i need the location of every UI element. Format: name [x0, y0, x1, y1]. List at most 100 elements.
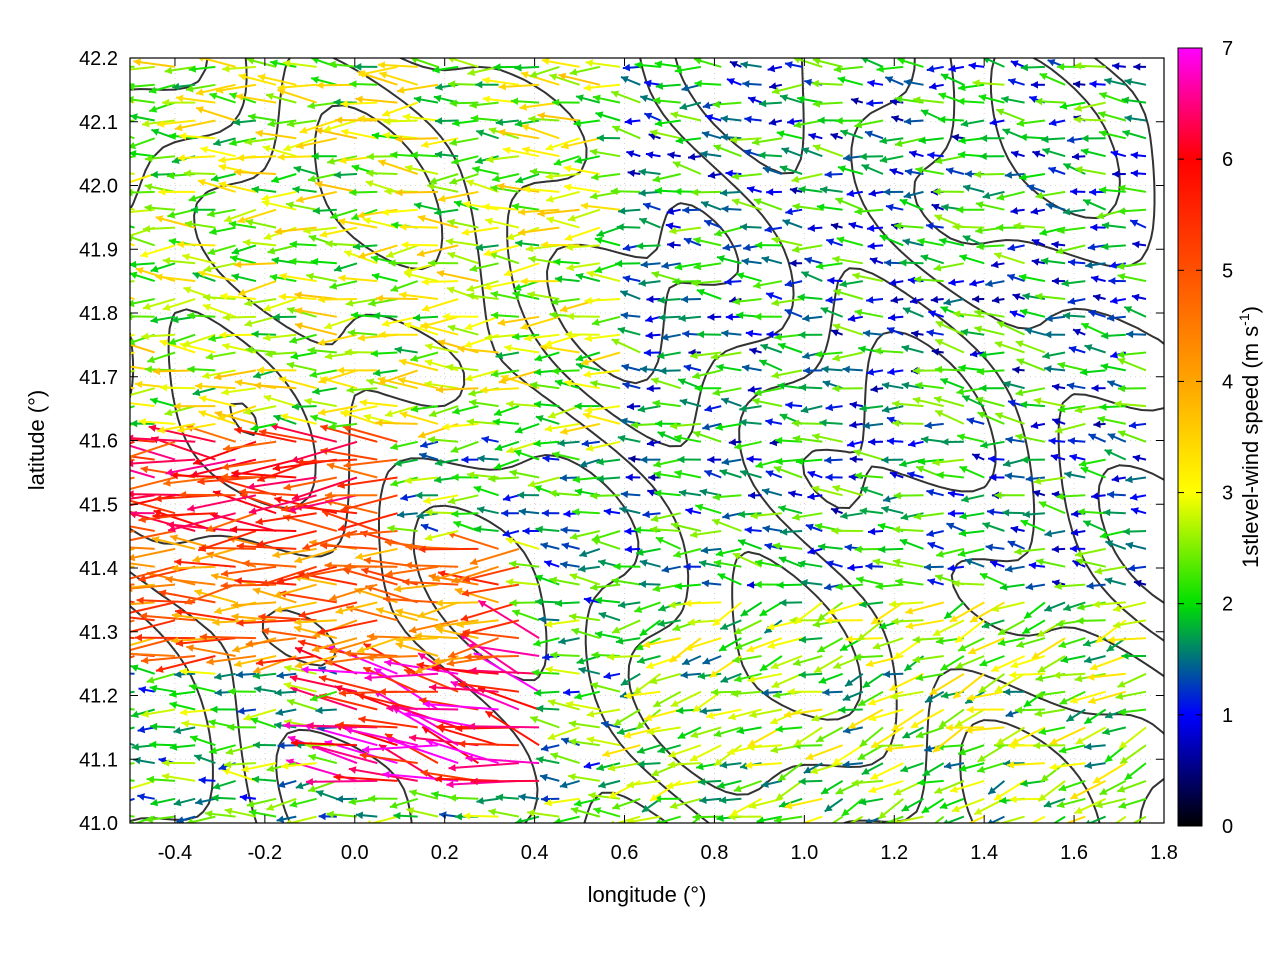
wind-vector	[164, 65, 196, 75]
wind-vector	[1126, 330, 1147, 339]
wind-vector	[506, 400, 540, 408]
wind-vector	[1064, 815, 1086, 823]
wind-vector	[924, 690, 945, 704]
wind-vector	[825, 238, 843, 247]
wind-vector	[754, 559, 783, 568]
wind-vector	[239, 793, 257, 802]
wind-vector	[195, 106, 236, 122]
wind-vector	[887, 367, 904, 376]
wind-vector	[1100, 363, 1126, 372]
wind-vector	[579, 458, 601, 468]
wind-vector	[774, 333, 803, 341]
wind-vector	[646, 439, 661, 447]
wind-vector	[868, 690, 904, 706]
wind-vector	[1022, 510, 1045, 519]
wind-vector	[777, 382, 803, 390]
wind-vector	[256, 530, 317, 548]
wind-vector	[1033, 397, 1066, 408]
wind-vector	[308, 753, 338, 765]
wind-vector	[882, 670, 904, 679]
wind-vector	[534, 351, 560, 362]
wind-vector	[561, 542, 580, 550]
wind-vector	[551, 367, 580, 375]
wind-vector	[616, 223, 641, 231]
wind-vector	[1003, 688, 1025, 696]
wind-vector	[1051, 277, 1066, 285]
wind-vector	[130, 583, 135, 586]
wind-vector	[694, 384, 722, 393]
wind-vector	[628, 455, 641, 463]
wind-vector	[966, 690, 1005, 702]
wind-vector	[248, 809, 277, 818]
wind-vector	[640, 455, 661, 464]
wind-vector	[940, 306, 965, 318]
wind-vector	[228, 220, 257, 229]
wind-vector	[943, 761, 965, 770]
wind-vector	[156, 119, 196, 128]
wind-vector	[202, 293, 236, 302]
wind-vector	[600, 720, 621, 729]
wind-vector	[1054, 422, 1086, 434]
wind-vector	[497, 315, 540, 327]
wind-vector	[366, 815, 398, 823]
wind-vector	[517, 226, 560, 236]
wind-vector	[394, 346, 418, 354]
wind-vector	[493, 405, 520, 417]
wind-vector	[637, 760, 661, 768]
wind-vector	[878, 798, 904, 820]
wind-vector	[660, 333, 681, 341]
wind-vector	[792, 655, 823, 667]
wind-vector	[1016, 358, 1046, 372]
wind-vector	[413, 313, 439, 322]
wind-vector	[569, 530, 601, 541]
wind-vector	[371, 272, 398, 283]
wind-vector	[130, 600, 135, 604]
wind-vector	[149, 684, 176, 693]
wind-vector	[409, 789, 439, 800]
wind-vector	[943, 298, 965, 306]
wind-vector	[648, 473, 661, 482]
wind-vector	[591, 315, 621, 326]
wind-vector	[165, 575, 216, 586]
wind-vector	[571, 627, 601, 640]
wind-vector	[1102, 726, 1127, 736]
wind-vector	[765, 292, 783, 300]
wind-vector	[155, 215, 196, 229]
wind-vector	[586, 736, 621, 747]
wind-vector	[565, 243, 600, 251]
wind-vector	[418, 452, 439, 461]
wind-vector	[189, 735, 216, 747]
wind-vector	[654, 815, 681, 823]
wind-vector	[966, 705, 1005, 714]
wind-vector	[1012, 366, 1025, 374]
wind-vector	[816, 203, 843, 212]
wind-vector	[419, 440, 439, 449]
wind-vector	[739, 418, 762, 427]
wind-vector	[1086, 581, 1106, 590]
wind-vector	[277, 741, 297, 750]
wind-vector	[466, 418, 499, 426]
wind-vector	[736, 272, 762, 283]
wind-vector	[148, 101, 176, 113]
wind-vector	[488, 474, 519, 483]
wind-vector	[818, 672, 843, 684]
wind-vector	[212, 618, 256, 627]
wind-vector	[447, 251, 479, 265]
wind-vector	[553, 155, 580, 166]
wind-vector	[541, 509, 560, 517]
wind-vector	[611, 797, 641, 810]
wind-vector	[850, 97, 864, 105]
wind-vector	[343, 458, 398, 469]
wind-vector	[969, 350, 985, 358]
wind-vector	[197, 530, 257, 552]
wind-vector	[188, 683, 216, 693]
wind-vector	[338, 274, 378, 283]
wind-vector	[717, 572, 742, 586]
wind-vector	[344, 562, 398, 571]
wind-vector	[639, 619, 662, 637]
wind-vector	[299, 119, 338, 134]
wind-vector	[907, 276, 924, 285]
wind-vector	[1020, 63, 1045, 72]
wind-vector	[195, 382, 236, 390]
wind-vector	[429, 173, 459, 185]
